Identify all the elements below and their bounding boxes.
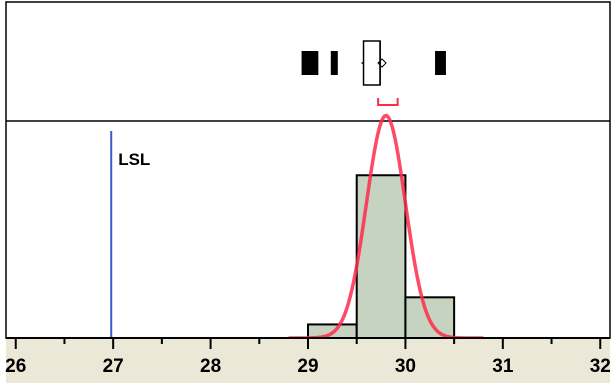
spec-limits: LSL [110,131,150,338]
box-mean-diamond [377,58,387,68]
outlier-point [311,51,319,75]
spec-limit-label: LSL [118,150,150,169]
x-tick-label: 26 [5,356,26,377]
outlier-point [301,51,309,75]
x-tick-label: 29 [297,356,318,377]
x-tick-label: 31 [492,356,514,377]
x-axis: 26 27 28 29 30 31 32 [5,338,611,377]
outlier-point [438,51,446,75]
outlier-point [307,51,315,75]
x-tick-label: 28 [200,356,221,377]
outlier-box-plot [301,40,446,106]
outlier-point [435,51,443,75]
histogram-bar [355,174,407,339]
x-tick-label: 30 [395,356,416,377]
x-tick-label: 27 [103,356,124,377]
outlier-point [330,51,338,75]
x-tick-label: 32 [590,356,611,377]
shortest-half-bracket [377,98,399,106]
